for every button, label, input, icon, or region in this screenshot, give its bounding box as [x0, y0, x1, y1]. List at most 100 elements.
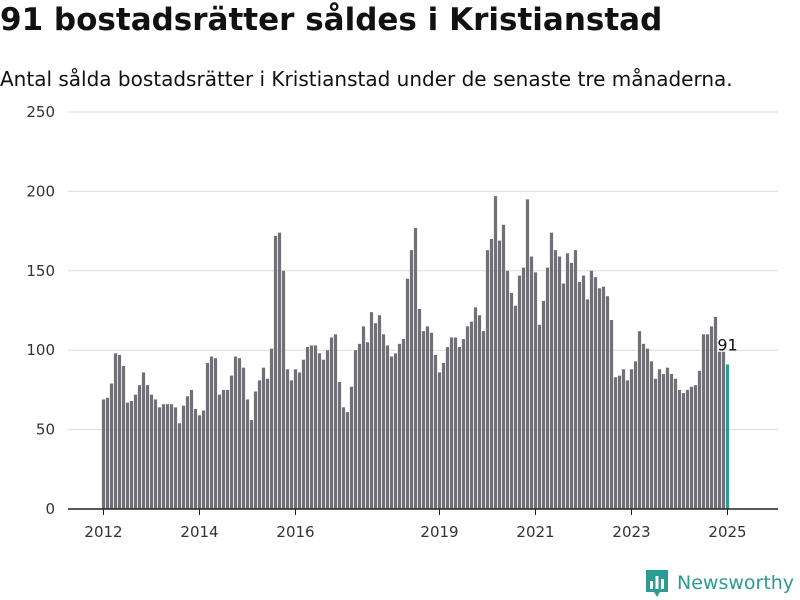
bar — [365, 342, 370, 509]
bar — [501, 224, 506, 509]
bar — [181, 405, 186, 509]
bar — [477, 315, 482, 509]
bar — [177, 423, 182, 509]
page-subtitle: Antal sålda bostadsrätter i Kristianstad… — [0, 67, 733, 91]
bar — [697, 370, 702, 509]
bar — [377, 315, 382, 509]
bar — [161, 404, 166, 509]
bar — [257, 380, 262, 509]
x-tick-label: 2019 — [420, 523, 458, 541]
bar — [369, 312, 374, 509]
bar — [201, 410, 206, 509]
bar — [429, 332, 434, 509]
bar — [289, 380, 294, 509]
bar — [705, 334, 710, 509]
bar — [621, 369, 626, 509]
bar — [117, 354, 122, 509]
bar — [269, 348, 274, 509]
bar — [341, 407, 346, 509]
bar — [337, 381, 342, 509]
bar — [677, 389, 682, 509]
bar — [433, 354, 438, 509]
bar — [425, 326, 430, 509]
bar — [601, 286, 606, 509]
brand-name: Newsworthy — [677, 572, 795, 594]
bar — [449, 337, 454, 509]
bar — [473, 307, 478, 509]
bar — [625, 380, 630, 509]
y-tick-label: 50 — [36, 421, 55, 439]
bar — [493, 196, 498, 509]
bar — [529, 256, 534, 509]
bar — [469, 321, 474, 509]
bar — [717, 351, 722, 509]
bar — [645, 348, 650, 509]
bar — [685, 389, 690, 509]
bar — [497, 240, 502, 509]
bar — [233, 356, 238, 509]
bar — [301, 359, 306, 509]
bar — [549, 232, 554, 509]
bar — [693, 385, 698, 509]
bar — [553, 250, 558, 509]
bar — [373, 323, 378, 509]
bar — [121, 366, 126, 509]
bar — [661, 374, 666, 509]
bar — [401, 339, 406, 509]
bar — [709, 326, 714, 509]
bar — [629, 369, 634, 509]
bar — [389, 356, 394, 509]
bar — [609, 320, 614, 509]
bar — [565, 253, 570, 509]
latest-value-label: 91 — [717, 335, 737, 354]
bar — [253, 391, 258, 509]
bar — [217, 394, 222, 509]
bar — [489, 239, 494, 510]
bar — [193, 408, 198, 509]
bar — [145, 385, 150, 509]
bar — [505, 270, 510, 509]
bar — [537, 324, 542, 509]
bar — [445, 347, 450, 509]
bar — [701, 334, 706, 509]
bar-series — [101, 196, 730, 510]
x-axis: 2012 2014 2016 2019 2021 2023 2025 — [68, 508, 778, 541]
bar — [481, 331, 486, 509]
bar — [653, 378, 658, 509]
bar — [649, 361, 654, 509]
bar — [209, 356, 214, 509]
x-tick-label: 2014 — [180, 523, 218, 541]
bar — [225, 389, 230, 509]
bar — [221, 389, 226, 509]
bar — [637, 331, 642, 509]
y-axis-ticks: 0 50 100 150 200 250 — [26, 103, 55, 518]
bar — [149, 394, 154, 509]
bar — [105, 397, 110, 509]
bar — [657, 369, 662, 509]
bar — [441, 362, 446, 509]
bar — [417, 308, 422, 509]
bar — [585, 299, 590, 509]
bar — [613, 377, 618, 509]
bar — [213, 358, 218, 509]
bar — [665, 367, 670, 509]
bar — [689, 386, 694, 509]
bar — [517, 275, 522, 509]
bar — [305, 347, 310, 509]
bar — [461, 339, 466, 509]
bar — [509, 293, 514, 509]
x-tick-label: 2025 — [708, 523, 746, 541]
bar — [641, 343, 646, 509]
brand-logo[interactable]: Newsworthy — [644, 568, 794, 598]
bar — [285, 369, 290, 509]
bar — [137, 385, 142, 509]
bar — [593, 277, 598, 509]
bar — [361, 326, 366, 509]
bar — [109, 383, 114, 509]
bar — [545, 267, 550, 509]
bar — [581, 275, 586, 509]
bar — [165, 404, 170, 509]
bar — [173, 407, 178, 509]
bar — [413, 227, 418, 510]
x-tick-label: 2021 — [516, 523, 554, 541]
